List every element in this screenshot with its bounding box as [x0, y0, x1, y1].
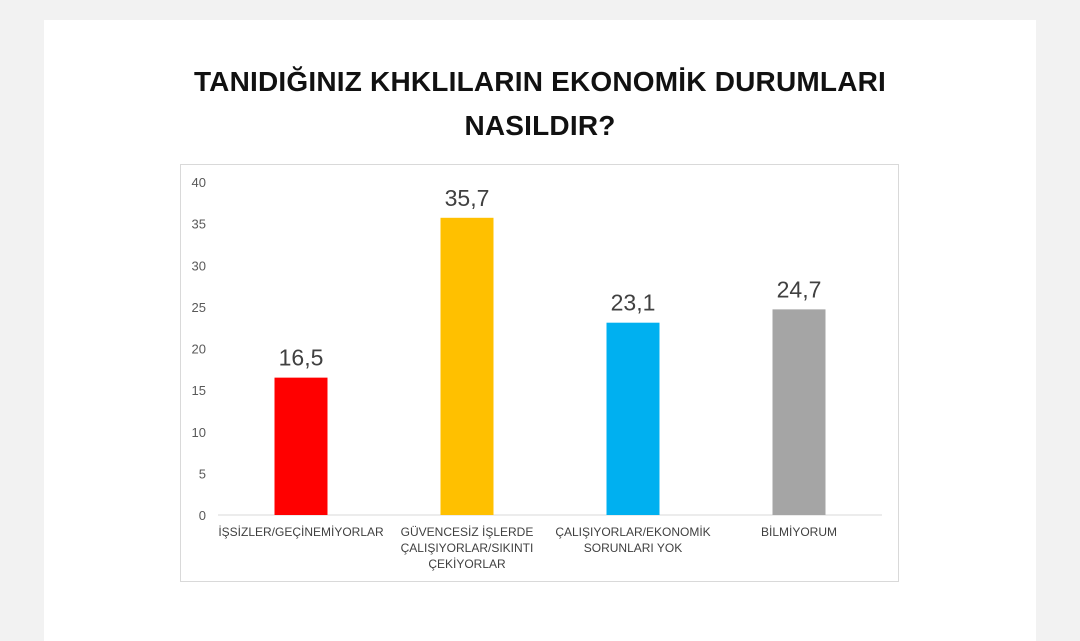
- bar: [606, 322, 660, 515]
- data-label: 24,7: [777, 276, 822, 302]
- y-tick-label: 30: [192, 258, 206, 273]
- x-tick-label: ÇALIŞIYORLAR/SIKINTI: [401, 541, 534, 555]
- x-tick-label: ÇEKİYORLAR: [428, 557, 506, 571]
- y-tick-label: 0: [199, 508, 206, 523]
- y-tick-label: 25: [192, 300, 206, 315]
- x-tick-label: BİLMİYORUM: [761, 525, 837, 539]
- y-tick-label: 35: [192, 217, 206, 232]
- chart-title-line-2: NASILDIR?: [464, 110, 616, 141]
- y-tick-label: 15: [192, 383, 206, 398]
- x-tick-label: İŞSİZLER/GEÇİNEMİYORLAR: [218, 525, 384, 539]
- x-tick-label: ÇALIŞIYORLAR/EKONOMİK: [555, 525, 710, 539]
- y-tick-label: 20: [192, 342, 206, 357]
- x-tick-label: GÜVENCESİZ İŞLERDE: [401, 525, 534, 539]
- data-label: 23,1: [611, 290, 656, 316]
- bar: [440, 217, 494, 516]
- chart-title: TANIDIĞINIZ KHKLILARIN EKONOMİK DURUMLAR…: [0, 60, 1080, 148]
- x-tick-label: SORUNLARI YOK: [584, 541, 682, 555]
- y-tick-label: 10: [192, 425, 206, 440]
- bar: [772, 309, 826, 515]
- chart-title-line-1: TANIDIĞINIZ KHKLILARIN EKONOMİK DURUMLAR…: [193, 66, 887, 97]
- y-tick-label: 5: [199, 466, 206, 481]
- data-label: 16,5: [279, 345, 324, 371]
- bar: [274, 377, 328, 515]
- data-label: 35,7: [445, 185, 490, 211]
- y-tick-label: 40: [192, 175, 206, 190]
